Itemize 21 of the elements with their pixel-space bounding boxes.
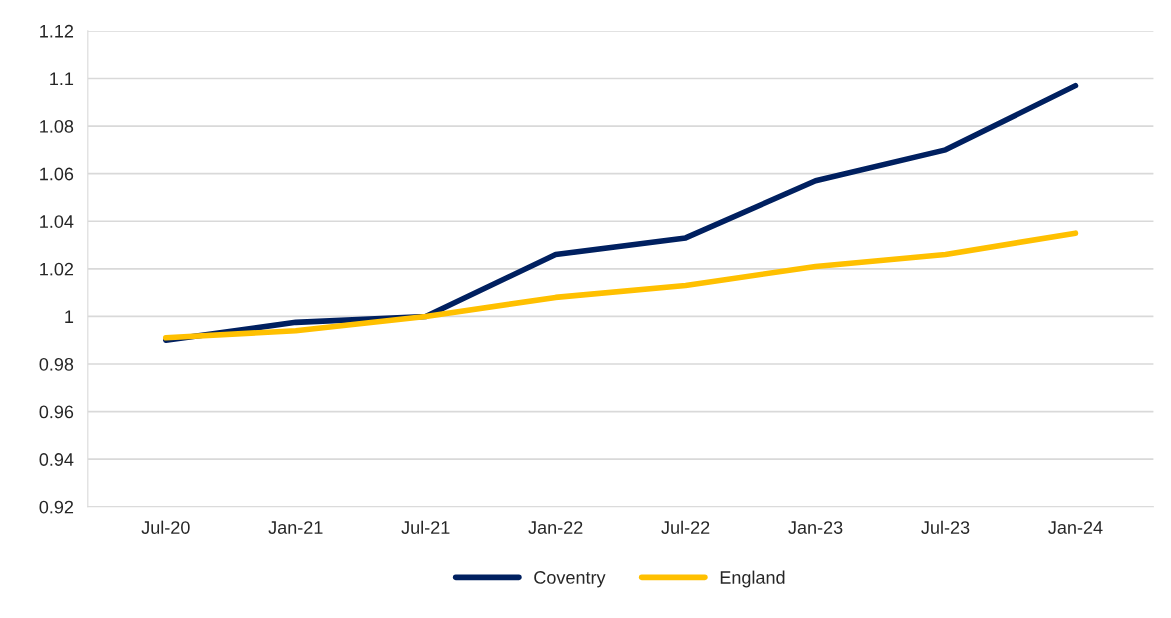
- x-tick-label: Jan-24: [1048, 521, 1103, 534]
- y-tick-label: 0.92: [39, 500, 74, 514]
- x-tick-label: Jul-22: [661, 520, 710, 534]
- y-tick-label: 1.02: [40, 262, 74, 276]
- y-tick-label: 0.96: [39, 405, 74, 419]
- x-tick-label: Jan-21: [268, 521, 323, 534]
- y-tick-label: 1.04: [40, 215, 74, 228]
- legend-label: England: [720, 570, 785, 588]
- y-tick-label: 1: [65, 310, 74, 323]
- y-tick-label: 1.08: [40, 120, 74, 133]
- x-tick-label: Jul-20: [141, 520, 190, 534]
- x-tick-label: Jan-23: [788, 521, 843, 534]
- x-tick-label: Jul-21: [401, 520, 450, 534]
- y-tick-label: 1.12: [40, 24, 74, 38]
- y-tick-label: 0.98: [39, 357, 74, 371]
- legend-label: Coventry: [534, 571, 606, 588]
- x-tick-label: Jul-23: [921, 520, 970, 534]
- y-tick-label: 0.94: [39, 453, 74, 466]
- y-tick-label: 1.06: [40, 167, 74, 181]
- y-tick-label: 1.1: [50, 72, 74, 86]
- x-tick-label: Jan-22: [528, 521, 583, 534]
